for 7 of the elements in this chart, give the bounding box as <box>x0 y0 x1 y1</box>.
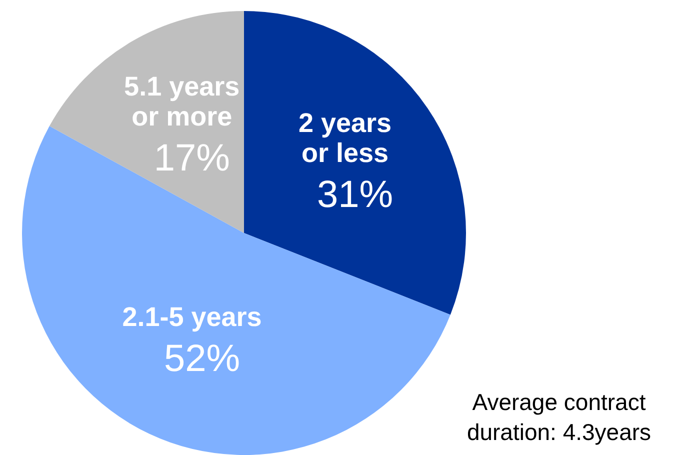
data-label: 52% <box>164 338 240 380</box>
slice-label: 2 years or less <box>298 108 392 168</box>
slice-label: 2.1-5 years <box>122 302 262 332</box>
data-label: 17% <box>154 137 230 180</box>
data-label: 31% <box>316 174 394 216</box>
slice-label: 5.1 years or more <box>124 71 240 132</box>
text: Average contract duration: 4.3years <box>466 388 652 447</box>
